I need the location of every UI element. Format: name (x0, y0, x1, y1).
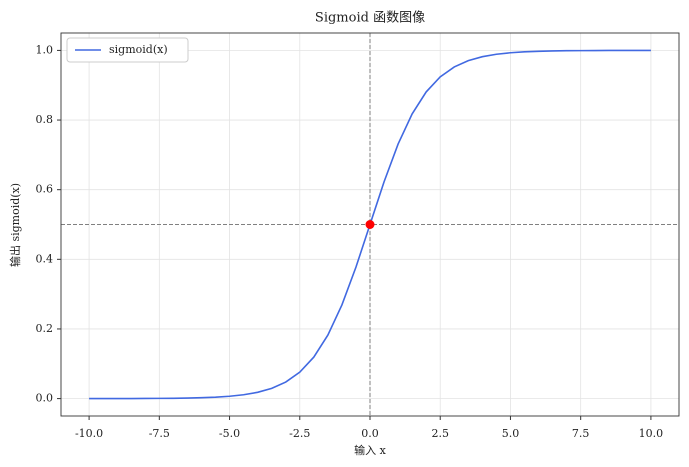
x-tick-label: 7.5 (572, 427, 590, 440)
x-tick-label: 5.0 (502, 427, 520, 440)
x-tick-label: 0.0 (361, 427, 379, 440)
legend-box (66, 37, 189, 63)
chart-title: Sigmoid 函数图像 (315, 11, 425, 26)
x-tick-label: -5.0 (219, 427, 240, 440)
x-tick-label: -7.5 (149, 427, 170, 440)
highlight-point (365, 220, 375, 229)
legend-label: sigmoid(x) (109, 43, 168, 56)
x-tick-label: -10.0 (75, 427, 103, 440)
y-tick-label: 0.2 (36, 322, 54, 335)
x-tick-label: 2.5 (431, 427, 449, 440)
x-tick-label: -2.5 (289, 427, 310, 440)
y-tick-label: 0.4 (36, 252, 54, 265)
y-tick-label: 0.0 (36, 392, 54, 405)
y-tick-label: 0.6 (36, 183, 54, 196)
y-tick-label: 1.0 (36, 43, 54, 56)
x-axis-label: 输入 x (354, 443, 386, 457)
x-tick-label: 10.0 (639, 427, 664, 440)
y-tick-label: 0.8 (36, 113, 54, 126)
y-axis-label: 输出 sigmoid(x) (8, 183, 22, 267)
plot-frame (60, 32, 680, 417)
